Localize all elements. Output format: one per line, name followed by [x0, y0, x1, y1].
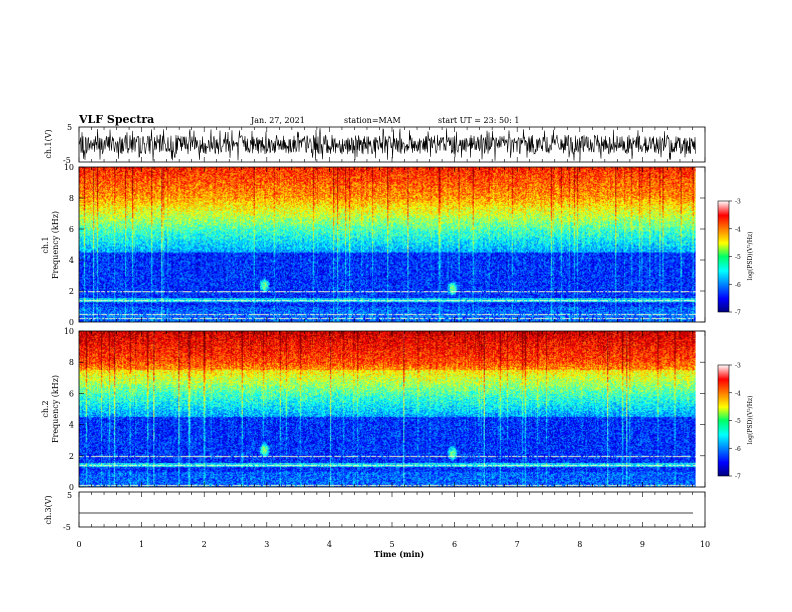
ch1-colorbar-label: log(PSD)(V²/Hz) — [747, 232, 754, 281]
ch1-waveform-ylabel: ch.1(V) — [44, 129, 53, 158]
ch1-waveform-panel: 5 -5 ch.1(V) — [44, 123, 706, 165]
ch2-spectrogram-ytick-labels: 0 2 4 6 8 10 — [64, 327, 74, 492]
y-tick-label: 4 — [69, 256, 74, 265]
ch2-colorbar-gradient — [718, 365, 729, 476]
y-tick-label: 8 — [69, 358, 74, 367]
colorbar-tick-label: -3 — [735, 199, 741, 206]
ch1-waveform-ticks — [78, 127, 706, 162]
y-tick-label: 8 — [69, 194, 74, 203]
x-tick-label: 1 — [139, 540, 144, 549]
ch2-spectrogram-ylabel-frequency: Frequency (kHz) — [51, 375, 60, 443]
ch1-spectrogram-image — [79, 167, 696, 322]
colorbar-tick-label: -5 — [735, 254, 741, 261]
station-label: station=MAM — [344, 116, 401, 125]
y-tick-label: 2 — [69, 287, 74, 296]
y-tick-label: 0 — [69, 483, 74, 492]
x-tick-label: 4 — [327, 540, 332, 549]
figure-title: VLF Spectra — [78, 113, 154, 126]
ch1-spectrogram-ylabel-frequency: Frequency (kHz) — [51, 211, 60, 279]
colorbar-tick-label: -3 — [735, 363, 741, 370]
colorbar-tick-label: -4 — [735, 226, 741, 233]
start-time-label: start UT = 23: 50: 1 — [438, 116, 519, 125]
colorbar-tick-label: -7 — [735, 474, 741, 481]
y-tick-label: 2 — [69, 452, 74, 461]
ch2-colorbar-ticks: -3 -4 -5 -6 -7 — [729, 363, 741, 481]
ch1-ytick-top: 5 — [67, 123, 72, 132]
colorbar-tick-label: -6 — [735, 446, 741, 453]
y-tick-label: 6 — [69, 389, 74, 398]
ch1-ytick-bottom: -5 — [63, 156, 71, 165]
x-axis-tick-labels: 0 1 2 3 4 5 6 7 8 9 10 — [76, 540, 710, 549]
ch3-ytick-bottom: -5 — [63, 523, 71, 532]
y-tick-label: 6 — [69, 225, 74, 234]
date-label: Jan. 27, 2021 — [250, 116, 305, 125]
ch3-waveform-panel: 5 -5 ch.3(V) — [44, 491, 706, 532]
ch3-waveform-frame — [78, 491, 706, 528]
y-tick-label: 10 — [64, 327, 74, 336]
x-tick-label: 9 — [640, 540, 645, 549]
ch1-colorbar-gradient — [718, 201, 729, 312]
ch2-spectrogram-panel: 0 2 4 6 8 10 ch.2 Frequency (kHz) — [41, 327, 706, 492]
colorbar-tick-label: -5 — [735, 418, 741, 425]
ch1-waveform-trace — [78, 128, 696, 161]
ch2-spectrogram-image — [79, 331, 696, 487]
ch2-colorbar: -3 -4 -5 -6 -7 log(PSD)(V²/Hz) — [717, 363, 754, 481]
x-tick-label: 3 — [264, 540, 269, 549]
x-tick-label: 0 — [76, 540, 81, 549]
x-tick-label: 7 — [515, 540, 520, 549]
colorbar-tick-label: -4 — [735, 390, 741, 397]
x-tick-label: 6 — [452, 540, 457, 549]
ch1-spectrogram-ylabel-channel: ch.1 — [41, 236, 50, 253]
x-axis-label: Time (min) — [374, 549, 424, 559]
ch1-spectrogram-panel: 0 2 4 6 8 10 ch.1 Frequency (kHz) — [41, 163, 706, 327]
y-tick-label: 4 — [69, 421, 74, 430]
ch3-waveform-ylabel: ch.3(V) — [44, 495, 53, 524]
colorbar-tick-label: -6 — [735, 282, 741, 289]
y-tick-label: 0 — [69, 318, 74, 327]
x-tick-label: 10 — [700, 540, 710, 549]
y-tick-label: 10 — [64, 163, 74, 172]
ch2-spectrogram-ticks — [78, 330, 706, 488]
ch1-colorbar: -3 -4 -5 -6 -7 log(PSD)(V²/Hz) — [717, 199, 754, 317]
ch2-colorbar-label: log(PSD)(V²/Hz) — [747, 396, 754, 445]
ch1-spectrogram-ytick-labels: 0 2 4 6 8 10 — [64, 163, 74, 327]
ch1-spectrogram-ticks — [78, 166, 706, 323]
x-tick-label: 2 — [202, 540, 207, 549]
x-tick-label: 5 — [389, 540, 394, 549]
ch3-ytick-top: 5 — [67, 491, 72, 500]
ch2-spectrogram-ylabel-channel: ch.2 — [41, 400, 50, 417]
ch1-colorbar-ticks: -3 -4 -5 -6 -7 — [729, 199, 741, 317]
ch3-waveform-ticks — [78, 492, 706, 527]
x-tick-label: 8 — [577, 540, 582, 549]
colorbar-tick-label: -7 — [735, 310, 741, 317]
